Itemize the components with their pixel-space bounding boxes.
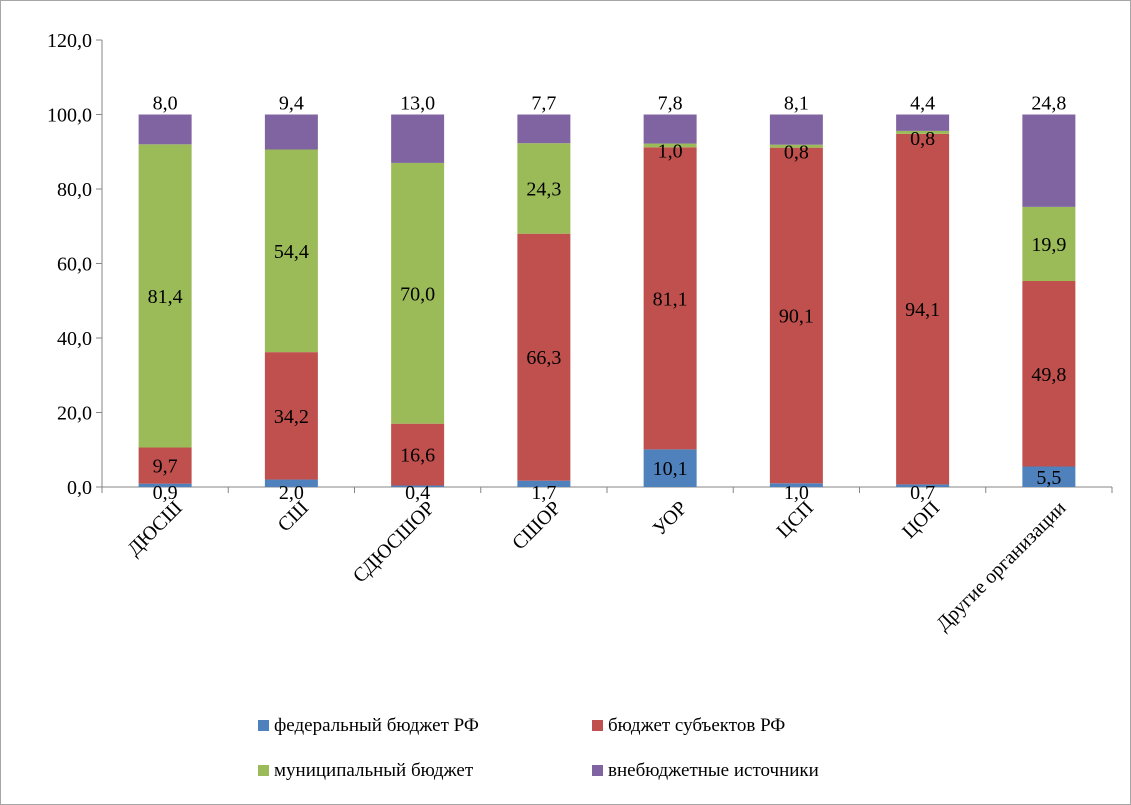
data-label: 0,9 — [153, 482, 178, 504]
data-label: 8,1 — [784, 93, 809, 115]
data-label: 81,1 — [653, 288, 688, 310]
bar-segment — [391, 423, 445, 486]
bar-segment — [1022, 114, 1076, 207]
data-label: 10,1 — [653, 458, 688, 480]
data-label: 9,4 — [279, 93, 304, 115]
data-label: 24,8 — [1031, 93, 1066, 115]
bar-segment — [769, 114, 823, 145]
y-tick-label: 120,0 — [47, 30, 92, 52]
data-label: 49,8 — [1031, 364, 1066, 386]
legend-swatch — [592, 720, 603, 731]
bar-segment — [138, 114, 192, 145]
y-tick-label: 60,0 — [57, 254, 92, 276]
bar-segment — [264, 352, 318, 480]
y-tick-label: 20,0 — [57, 403, 92, 425]
legend-swatch — [258, 720, 269, 731]
bar-segment — [391, 485, 445, 487]
legend-label: муниципальный бюджет — [274, 760, 474, 781]
legend-swatch — [258, 765, 269, 776]
data-labels: 0,9 9,7 81,4 8,0 2,0 34,2 54,4 9,4 0,4 16,6 70,0 13… — [148, 93, 1067, 505]
bar-segment — [138, 144, 192, 448]
data-label: 1,7 — [531, 482, 556, 504]
legend-label: внебюджетные источники — [608, 760, 819, 781]
bar-segment — [138, 483, 192, 487]
bar-segment — [391, 114, 445, 163]
bar-segment — [896, 133, 950, 485]
data-label: 1,0 — [784, 482, 809, 504]
bar-segment — [769, 144, 823, 148]
data-label: 2,0 — [279, 482, 304, 504]
bar-segment — [896, 130, 950, 134]
y-tick-label: 100,0 — [47, 105, 92, 127]
data-label: 7,7 — [531, 93, 556, 115]
data-label: 66,3 — [526, 347, 561, 369]
data-label: 34,2 — [274, 406, 309, 428]
bar-segment — [643, 143, 697, 148]
data-label: 0,4 — [405, 482, 430, 504]
bar-segment — [643, 114, 697, 144]
data-label: 16,6 — [400, 445, 435, 467]
legend-swatch — [592, 765, 603, 776]
data-label: 13,0 — [400, 93, 435, 115]
y-tick-label: 80,0 — [57, 179, 92, 201]
bars — [138, 114, 1076, 487]
bar-segment — [517, 114, 571, 144]
x-category-label: ДЮСШ — [123, 497, 186, 560]
data-label: 90,1 — [779, 305, 814, 327]
bar-segment — [517, 233, 571, 481]
data-label: 70,0 — [400, 283, 435, 305]
bar-segment — [896, 114, 950, 131]
bar-segment — [896, 484, 950, 487]
legend-label: федеральный бюджет РФ — [274, 715, 479, 736]
data-label: 8,0 — [153, 93, 178, 115]
x-category-label: УОР — [649, 497, 692, 540]
data-label: 81,4 — [148, 286, 183, 308]
data-label: 7,8 — [658, 93, 683, 115]
bar-segment — [138, 447, 192, 484]
bar-segment — [517, 143, 571, 234]
bar-segment — [264, 479, 318, 487]
data-label: 19,9 — [1031, 234, 1066, 256]
bar-segment — [643, 147, 697, 450]
data-label: 0,7 — [910, 482, 935, 504]
data-label: 0,8 — [784, 142, 809, 164]
data-label: 94,1 — [905, 299, 940, 321]
data-label: 1,0 — [658, 141, 683, 163]
bar-segment — [1022, 466, 1076, 487]
x-category-label: СДЮСШОР — [349, 497, 439, 587]
bar-segment — [264, 114, 318, 150]
x-category-label: СШОР — [508, 497, 565, 554]
y-tick-label: 40,0 — [57, 328, 92, 350]
data-label: 54,4 — [274, 241, 309, 263]
data-label: 5,5 — [1036, 467, 1061, 489]
legend: федеральный бюджет РФ бюджет субъектов РФ… — [258, 715, 819, 781]
bar-segment — [517, 480, 571, 487]
data-label: 24,3 — [526, 178, 561, 200]
legend-label: бюджет субъектов РФ — [608, 715, 785, 736]
bar-segment — [643, 449, 697, 487]
data-label: 0,8 — [910, 128, 935, 150]
bar-segment — [1022, 206, 1076, 282]
bar-segment — [1022, 281, 1076, 467]
data-label: 4,4 — [910, 93, 935, 115]
bar-segment — [769, 483, 823, 487]
x-category-label: Другие организации — [932, 497, 1070, 635]
bar-segment — [264, 149, 318, 353]
data-label: 9,7 — [153, 456, 178, 478]
y-tick-label: 0,0 — [67, 477, 92, 499]
bar-segment — [391, 162, 445, 424]
bar-segment — [769, 147, 823, 484]
